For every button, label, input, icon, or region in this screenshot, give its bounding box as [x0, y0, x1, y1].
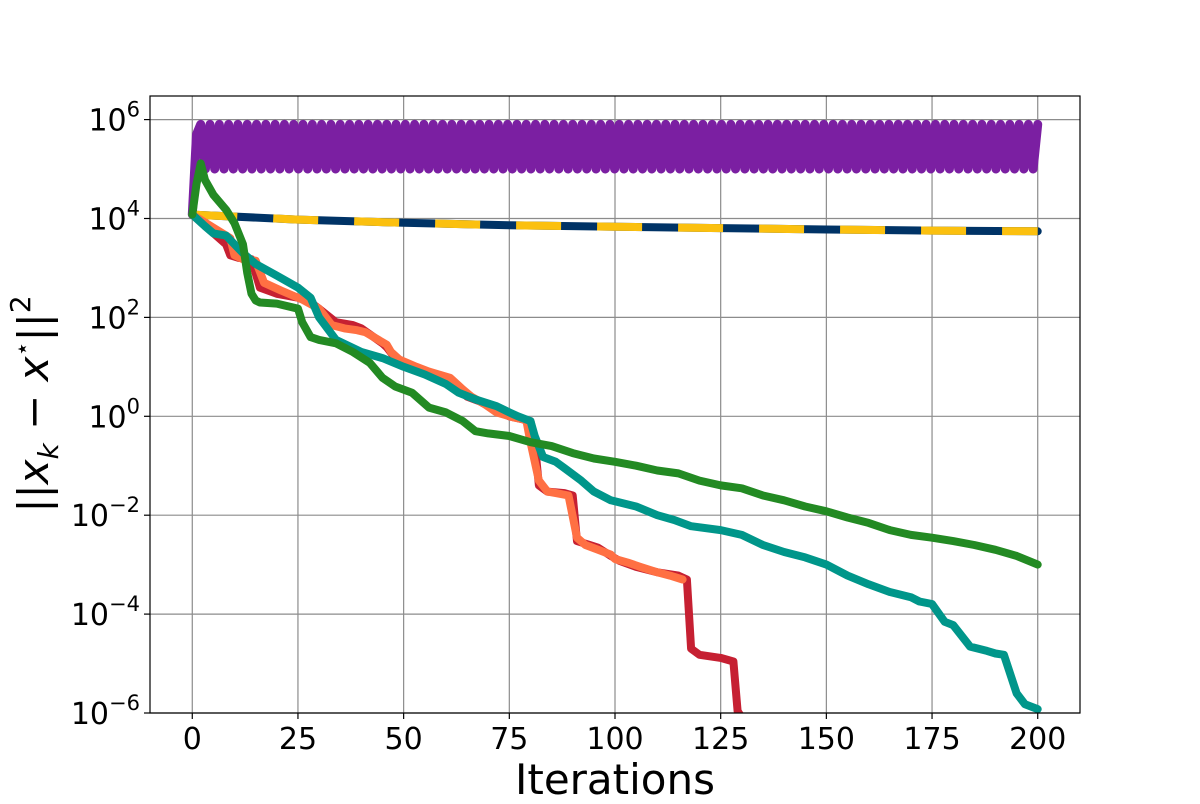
- x-tick-label: 25: [279, 722, 317, 757]
- y-tick-label: 10−6: [71, 691, 140, 732]
- x-tick-label: 75: [490, 722, 528, 757]
- grid: [150, 96, 1080, 714]
- x-tick-label: 100: [586, 722, 643, 757]
- x-tick-label: 50: [385, 722, 423, 757]
- y-tick-label: 102: [88, 295, 140, 336]
- y-axis-label: ||xk − x⋆||2: [4, 295, 65, 512]
- series-line-2-dash: [192, 210, 1038, 236]
- y-tick-label: 10−2: [71, 493, 140, 534]
- x-axis-ticks: 0 25 50 75 100 125 150 175 200: [183, 713, 1066, 757]
- x-tick-label: 150: [798, 722, 855, 757]
- x-tick-label: 125: [692, 722, 749, 757]
- svg-text:||xk − x⋆||2: ||xk − x⋆||2: [4, 295, 65, 512]
- series-layer: [187, 119, 1043, 713]
- y-tick-label: 10−4: [71, 592, 140, 633]
- y-axis-ticks: 10−6 10−4 10−2 100 102 104 106: [71, 98, 150, 732]
- series-line-6: [188, 159, 1042, 569]
- series-line-5: [188, 210, 1042, 713]
- y-tick-label: 104: [88, 196, 140, 237]
- x-tick-label: 200: [1009, 722, 1066, 757]
- y-tick-label: 100: [88, 394, 140, 435]
- y-tick-label: 106: [88, 98, 140, 139]
- series-line-1: [187, 119, 1043, 220]
- x-axis-label: Iterations: [515, 755, 715, 800]
- x-tick-label: 175: [903, 722, 960, 757]
- x-tick-label: 0: [183, 722, 202, 757]
- series-line-3: [188, 210, 744, 713]
